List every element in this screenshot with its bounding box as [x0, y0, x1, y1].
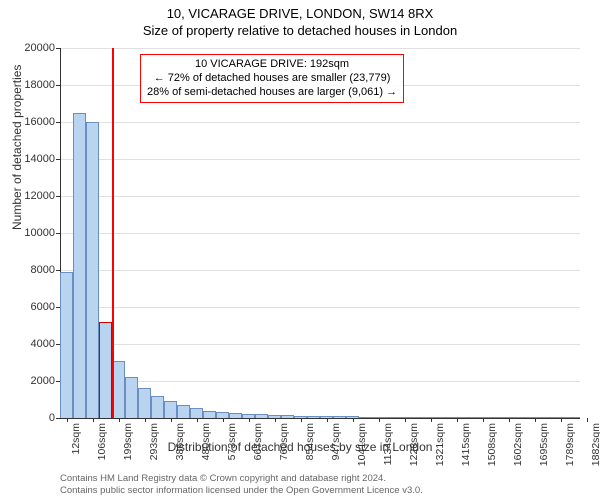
histogram-bar — [138, 388, 151, 418]
xtick-mark — [223, 418, 224, 422]
annotation-line-1: 10 VICARAGE DRIVE: 192sqm — [147, 58, 397, 72]
ytick-label: 16000 — [15, 116, 55, 128]
xtick-mark — [197, 418, 198, 422]
xtick-mark — [431, 418, 432, 422]
gridline — [60, 122, 580, 123]
histogram-bar — [112, 361, 125, 418]
xtick-mark — [535, 418, 536, 422]
ytick-label: 18000 — [15, 79, 55, 91]
histogram-bar — [86, 122, 99, 418]
histogram-bar — [281, 415, 294, 418]
xtick-mark — [379, 418, 380, 422]
histogram-bar — [463, 417, 476, 418]
ytick-label: 2000 — [15, 375, 55, 387]
histogram-bar — [190, 408, 203, 418]
histogram-bar — [567, 417, 580, 418]
page-title-2: Size of property relative to detached ho… — [0, 21, 600, 38]
gridline — [60, 233, 580, 234]
ytick-label: 8000 — [15, 264, 55, 276]
ytick-label: 6000 — [15, 301, 55, 313]
histogram-bar — [385, 417, 398, 418]
footer-line-1: Contains HM Land Registry data © Crown c… — [60, 473, 423, 484]
gridline — [60, 381, 580, 382]
xtick-mark — [353, 418, 354, 422]
annotation-line-2: ← 72% of detached houses are smaller (23… — [147, 72, 397, 86]
histogram-bar — [73, 113, 86, 418]
page-title-1: 10, VICARAGE DRIVE, LONDON, SW14 8RX — [0, 0, 600, 21]
ytick-label: 14000 — [15, 153, 55, 165]
xtick-mark — [405, 418, 406, 422]
histogram-bar — [359, 417, 372, 418]
ytick-label: 10000 — [15, 227, 55, 239]
annotation-line-3: 28% of semi-detached houses are larger (… — [147, 86, 397, 100]
x-axis-line — [60, 418, 580, 419]
footer-line-2: Contains public sector information licen… — [60, 485, 423, 496]
ytick-mark — [56, 159, 60, 160]
histogram-bar — [437, 417, 450, 418]
gridline — [60, 196, 580, 197]
histogram-bar — [411, 417, 424, 418]
histogram-bar — [151, 396, 164, 418]
ytick-mark — [56, 48, 60, 49]
ytick-mark — [56, 85, 60, 86]
histogram-bar — [60, 272, 73, 418]
xtick-mark — [67, 418, 68, 422]
histogram-bar — [229, 413, 242, 418]
histogram-bar — [177, 405, 190, 418]
xtick-mark — [457, 418, 458, 422]
gridline — [60, 270, 580, 271]
marker-line — [112, 48, 114, 418]
histogram-bar — [489, 417, 502, 418]
ytick-label: 4000 — [15, 338, 55, 350]
footer-attribution: Contains HM Land Registry data © Crown c… — [60, 473, 423, 496]
xtick-mark — [483, 418, 484, 422]
gridline — [60, 344, 580, 345]
xtick-mark — [587, 418, 588, 422]
gridline — [60, 307, 580, 308]
xtick-mark — [327, 418, 328, 422]
xtick-mark — [301, 418, 302, 422]
ytick-mark — [56, 270, 60, 271]
xtick-mark — [561, 418, 562, 422]
histogram-bar — [541, 417, 554, 418]
histogram-bar — [99, 322, 112, 418]
ytick-label: 0 — [15, 412, 55, 424]
histogram-bar — [203, 411, 216, 418]
ytick-mark — [56, 233, 60, 234]
xtick-mark — [119, 418, 120, 422]
annotation-box: 10 VICARAGE DRIVE: 192sqm ← 72% of detac… — [140, 54, 404, 103]
chart-plot-area: 0200040006000800010000120001400016000180… — [60, 48, 580, 418]
histogram-bar — [515, 417, 528, 418]
ytick-label: 12000 — [15, 190, 55, 202]
xtick-mark — [171, 418, 172, 422]
xtick-mark — [509, 418, 510, 422]
xtick-mark — [249, 418, 250, 422]
histogram-bar — [333, 416, 346, 418]
histogram-bar — [255, 414, 268, 418]
xtick-mark — [93, 418, 94, 422]
gridline — [60, 48, 580, 49]
x-axis-label: Distribution of detached houses by size … — [0, 440, 600, 454]
histogram-bar — [125, 377, 138, 418]
ytick-label: 20000 — [15, 42, 55, 54]
gridline — [60, 159, 580, 160]
ytick-mark — [56, 196, 60, 197]
ytick-mark — [56, 122, 60, 123]
xtick-mark — [145, 418, 146, 422]
ytick-mark — [56, 418, 60, 419]
xtick-mark — [275, 418, 276, 422]
histogram-bar — [164, 401, 177, 418]
histogram-bar — [307, 416, 320, 418]
